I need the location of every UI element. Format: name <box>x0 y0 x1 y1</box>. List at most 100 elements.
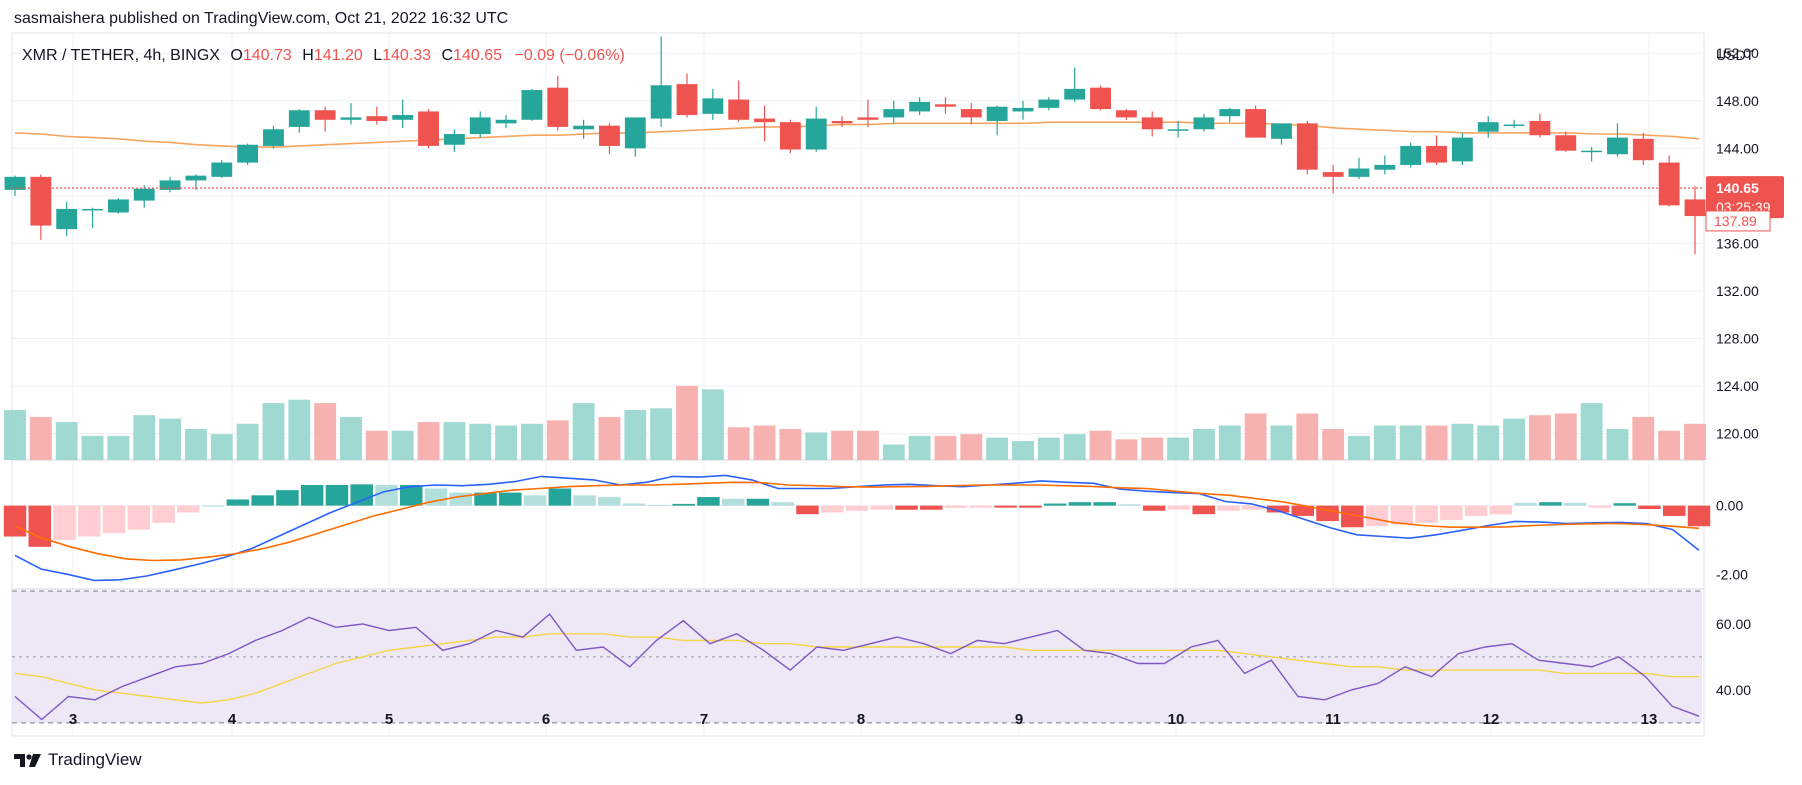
volume-bar <box>934 435 957 460</box>
macd-histogram-bar <box>994 505 1017 508</box>
candle <box>1555 131 1577 152</box>
candle <box>185 174 207 190</box>
candle-body <box>831 120 853 124</box>
volume-bar <box>159 418 181 460</box>
macd-histogram-bar <box>746 498 770 506</box>
symbol-label: XMR / TETHER, 4h, BINGX <box>22 47 220 64</box>
candle-body <box>56 208 78 230</box>
candle-body <box>495 119 517 124</box>
volume-bar <box>650 408 673 460</box>
volume-bar <box>133 415 156 460</box>
candle-body <box>650 85 672 119</box>
tradingview-logo-icon <box>14 754 41 767</box>
candle <box>754 105 775 142</box>
macd-histogram-bar <box>796 505 819 515</box>
macd-histogram-bar <box>1638 505 1661 510</box>
volume-bar <box>81 435 104 460</box>
macd-histogram-bar <box>721 498 745 506</box>
macd-histogram-bar <box>1415 505 1438 523</box>
brand-label: TradingView <box>48 750 142 769</box>
macd-histogram-bar <box>1563 502 1587 506</box>
volume-bar <box>29 416 52 460</box>
macd-histogram-bar <box>1192 505 1215 515</box>
volume-bar <box>1373 425 1396 460</box>
candle <box>1451 132 1473 165</box>
tradingview-brand[interactable]: TradingView <box>14 750 142 770</box>
macd-histogram-bar <box>672 503 695 506</box>
candle <box>392 99 414 129</box>
volume-bar <box>1037 437 1060 460</box>
candle-body <box>288 110 310 127</box>
volume-bar <box>1580 403 1603 460</box>
candle-body <box>1632 138 1654 161</box>
macd-tick-label: -2.00 <box>1716 566 1748 582</box>
volume-bar <box>262 403 285 460</box>
candle-body <box>547 87 569 127</box>
candle <box>82 207 103 228</box>
candle-body <box>1012 107 1034 112</box>
macd-histogram-bar <box>771 502 794 506</box>
candle <box>573 119 595 139</box>
candle <box>469 111 491 138</box>
volume-bar <box>469 423 492 460</box>
candle-body <box>133 188 155 201</box>
macd-histogram-bar <box>1291 505 1315 516</box>
candle-body <box>1090 87 1111 110</box>
candle <box>1477 116 1499 138</box>
candle <box>1632 132 1654 165</box>
volume-bar <box>443 422 466 460</box>
macd-histogram-bar <box>895 505 918 510</box>
volume-bar <box>986 437 1009 460</box>
volume-bar <box>521 423 543 460</box>
time-tick-label: 13 <box>1641 711 1658 728</box>
macd-histogram-bar <box>1613 503 1636 506</box>
current-price-badge-bg <box>1706 176 1784 219</box>
volume-bar <box>1606 428 1629 460</box>
candle <box>676 73 698 118</box>
volume-bar <box>1503 418 1525 460</box>
macd-histogram-bar <box>28 505 52 547</box>
volume-bar <box>1684 423 1706 460</box>
candle <box>1529 113 1551 138</box>
candle <box>443 129 465 152</box>
candle-body <box>599 125 620 146</box>
volume-bar <box>727 427 750 460</box>
candle-body <box>1477 122 1499 132</box>
volume-bar <box>365 430 388 460</box>
candle <box>1245 105 1267 138</box>
macd-histogram-bar <box>920 505 943 510</box>
volume-bar <box>676 385 698 460</box>
high-label: H <box>302 47 314 64</box>
macd-histogram-bar <box>598 497 621 506</box>
volume-bar <box>908 435 931 460</box>
price-tick-label: 144.00 <box>1716 140 1759 156</box>
time-tick-label: 9 <box>1015 711 1023 728</box>
volume-bar <box>210 434 233 460</box>
candle <box>909 97 931 116</box>
macd-histogram-bar <box>1341 505 1364 528</box>
macd-histogram-bar <box>1217 505 1240 511</box>
candle-body <box>159 180 181 190</box>
volume-bar <box>1270 425 1293 460</box>
open-value: 140.73 <box>242 47 292 64</box>
candle-body <box>263 129 284 146</box>
ohlc-legend: XMR / TETHER, 4h, BINGX O140.73 H141.20 … <box>22 47 625 65</box>
macd-histogram-bar <box>127 505 151 530</box>
macd-histogram-bar <box>820 505 844 513</box>
volume-bar <box>1193 428 1215 460</box>
price-tick-label: 136.00 <box>1716 235 1759 251</box>
volume-bar <box>1322 428 1345 460</box>
time-tick-label: 3 <box>69 711 77 728</box>
macd-histogram-bar <box>1390 505 1414 525</box>
candle-body <box>1684 199 1706 217</box>
candle <box>1684 186 1706 255</box>
macd-histogram-bar <box>1167 505 1191 510</box>
price-tick-label: 120.00 <box>1716 426 1759 442</box>
candle-body <box>107 199 129 213</box>
candle-body <box>676 84 698 116</box>
macd-histogram-bar <box>3 505 27 537</box>
candle-body <box>469 117 491 135</box>
volume-bar <box>236 423 259 460</box>
